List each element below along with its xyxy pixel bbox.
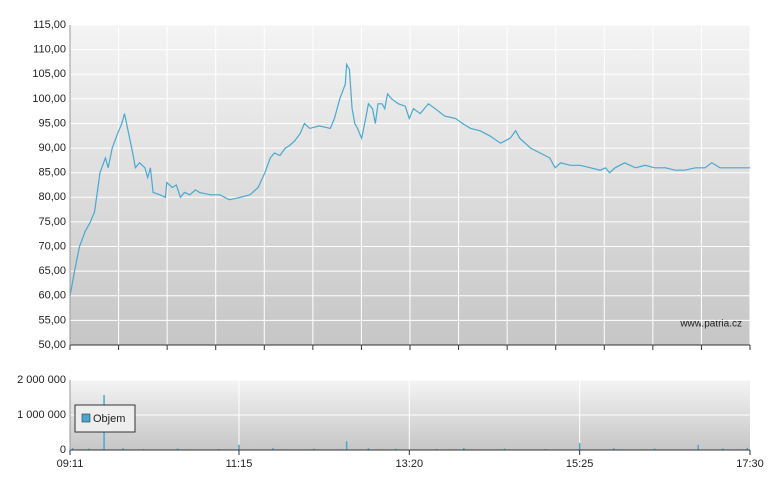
volume-bar	[721, 448, 724, 450]
volume-bar	[653, 448, 656, 450]
x-tick-label: 15:25	[566, 458, 594, 470]
volume-bar	[463, 447, 465, 450]
volume-bar	[367, 448, 370, 450]
y-tick-label: 0	[60, 444, 66, 456]
y-tick-label: 85,00	[38, 167, 66, 179]
x-tick-label: 13:20	[396, 458, 424, 470]
x-tick-label: 17:30	[736, 458, 764, 470]
y-tick-label: 100,00	[32, 93, 66, 105]
legend-swatch	[81, 413, 91, 423]
x-tick-label: 09:11	[57, 458, 84, 470]
volume-bar	[612, 448, 615, 450]
y-tick-label: 110,00	[33, 44, 66, 56]
y-tick-label: 95,00	[38, 117, 66, 129]
volume-bar	[176, 448, 179, 450]
volume-bar	[217, 448, 220, 450]
y-tick-label: 50,00	[38, 339, 66, 351]
volume-bar	[394, 448, 397, 450]
volume-bar	[503, 448, 506, 450]
y-tick-label: 1 000 000	[17, 409, 66, 421]
price-line	[69, 62, 750, 296]
y-tick-label: 80,00	[38, 191, 66, 203]
y-tick-label: 115,00	[33, 19, 66, 31]
volume-bar	[71, 447, 74, 450]
y-tick-label: 2 000 000	[17, 374, 66, 386]
volume-bar	[88, 448, 90, 450]
volume-bar	[313, 448, 315, 450]
volume-bar	[345, 441, 348, 450]
volume-bar	[435, 448, 438, 450]
volume-bar	[272, 447, 274, 450]
volume-bar	[122, 448, 124, 450]
y-tick-label: 90,00	[38, 142, 66, 154]
volume-bar	[578, 443, 581, 450]
legend: Objem	[74, 404, 136, 433]
volume-bar	[142, 448, 145, 450]
volume-bar	[697, 444, 699, 450]
y-tick-label: 75,00	[38, 216, 66, 228]
volume-bar	[544, 448, 547, 450]
y-tick-label: 105,00	[32, 68, 66, 80]
y-tick-label: 60,00	[38, 290, 66, 302]
y-tick-label: 55,00	[38, 314, 66, 326]
y-tick-label: 70,00	[38, 240, 66, 252]
watermark: www.patria.cz	[679, 319, 742, 330]
x-tick-label: 11:15	[226, 458, 253, 470]
volume-bar	[238, 444, 240, 450]
volume-bar	[746, 447, 749, 450]
y-tick-label: 65,00	[38, 265, 66, 277]
legend-label: Objem	[93, 413, 125, 425]
